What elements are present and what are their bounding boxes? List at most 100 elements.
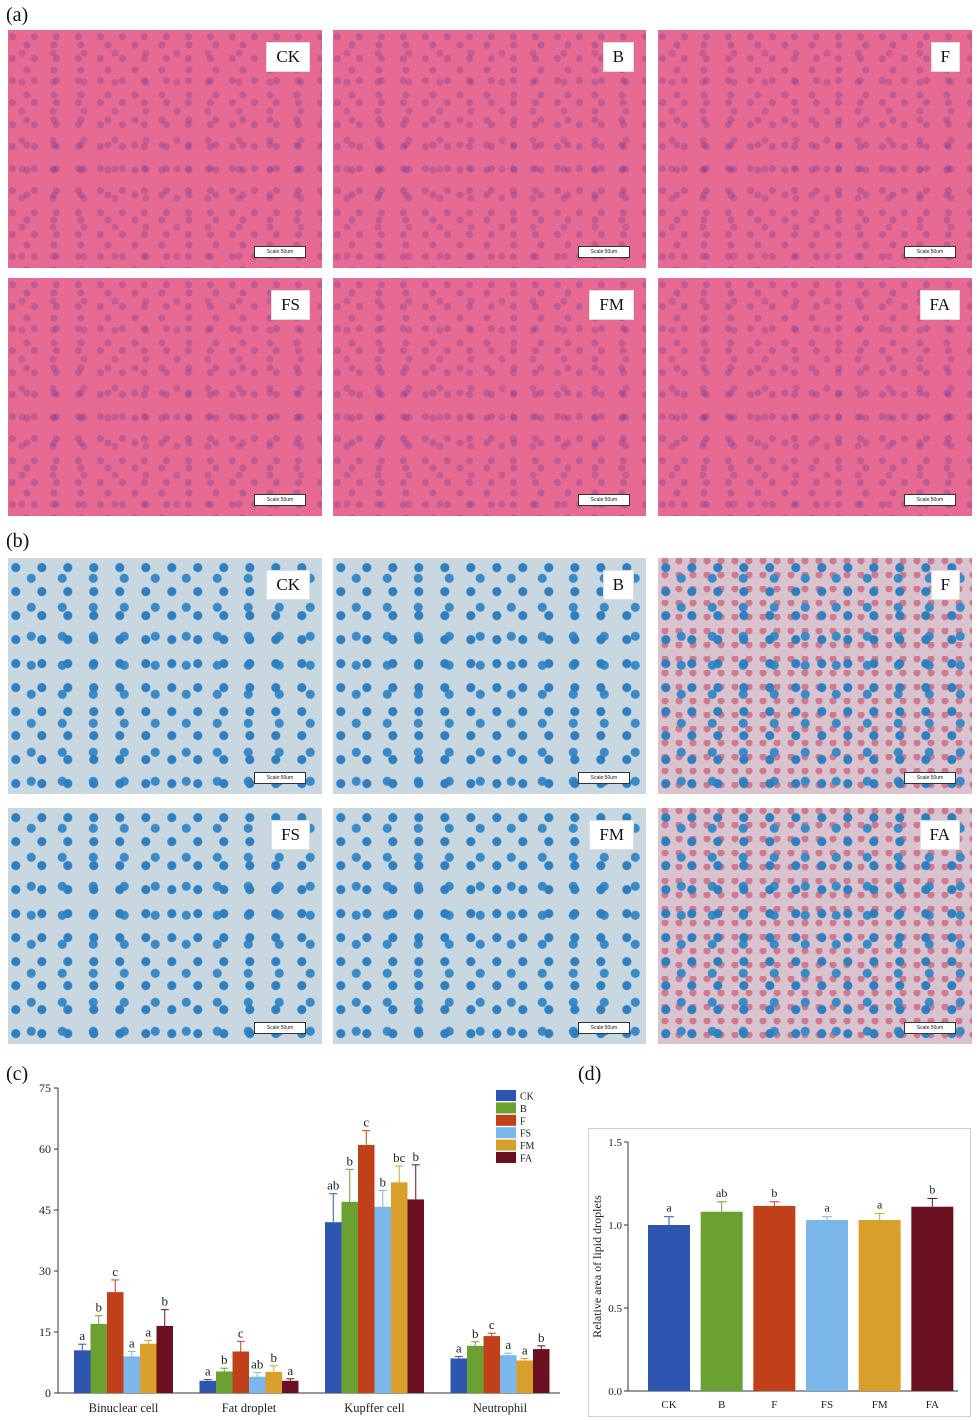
he-micrograph-fm: FM Scale:50um: [333, 278, 646, 516]
oro-micrograph-fs: FS Scale:50um: [8, 808, 322, 1044]
bar-f: [483, 1336, 500, 1393]
scale-bar: Scale:50um: [578, 1022, 630, 1034]
bar-b: [341, 1201, 358, 1393]
significance-letter: c: [238, 1325, 244, 1340]
y-tick-label: 45: [39, 1203, 51, 1217]
scale-bar: Scale:50um: [254, 772, 306, 784]
he-micrograph-f: F Scale:50um: [658, 30, 972, 268]
significance-letter: a: [824, 1201, 830, 1215]
bar-f: [358, 1144, 375, 1393]
chart-d-lipid-area: 0.0 0.5 1.0 1.5 Relative area of lipid dropl…: [588, 1128, 971, 1417]
y-axis-label: Relative area of lipid droplets: [590, 1195, 604, 1338]
bar-ck: [74, 1350, 91, 1393]
significance-letter: a: [666, 1201, 672, 1215]
significance-letter: a: [287, 1363, 293, 1378]
x-category-label: Binuclear cell: [89, 1401, 159, 1415]
y-tick-label: 15: [39, 1325, 51, 1339]
legend-label: FA: [520, 1154, 533, 1165]
bar-fm: [391, 1182, 408, 1393]
group-tag: B: [602, 42, 634, 72]
scale-bar: Scale:50um: [904, 246, 956, 258]
group-tag: CK: [266, 42, 310, 72]
group-tag: FS: [271, 290, 310, 320]
y-tick-label: 60: [39, 1142, 51, 1156]
oro-micrograph-fa: FA Scale:50um: [658, 808, 972, 1044]
y-tick-label: 1.0: [608, 1220, 622, 1232]
legend-label: CK: [520, 1092, 535, 1103]
panel-label-c: (c): [6, 1063, 29, 1085]
bar-fa: [282, 1380, 299, 1393]
group-tag: F: [930, 570, 960, 600]
significance-letter: bc: [393, 1150, 406, 1165]
legend-swatch-f: [496, 1114, 516, 1126]
bar-fm: [516, 1360, 533, 1393]
group-tag: B: [602, 570, 634, 600]
legend-label: FS: [520, 1129, 531, 1140]
significance-letter: a: [129, 1336, 135, 1351]
bar-ck: [648, 1225, 690, 1391]
group-tag: F: [930, 42, 960, 72]
bar-b: [90, 1323, 107, 1393]
group-tag: FA: [919, 290, 960, 320]
group-tag: FS: [271, 820, 310, 850]
oro-micrograph-f: F Scale:50um: [658, 558, 972, 794]
scale-bar: Scale:50um: [254, 246, 306, 258]
chart-d-frame: [588, 1128, 971, 1417]
bar-f: [232, 1351, 249, 1393]
x-category-label: FS: [821, 1399, 833, 1411]
he-micrograph-fs: FS Scale:50um: [8, 278, 322, 516]
group-tag: FM: [589, 290, 634, 320]
scale-bar: Scale:50um: [904, 772, 956, 784]
bar-fs: [249, 1376, 266, 1393]
oro-micrograph-b: B Scale:50um: [333, 558, 646, 794]
group-tag: FA: [919, 820, 960, 850]
bar-f: [753, 1205, 796, 1391]
y-tick-label: 30: [39, 1264, 51, 1278]
scale-bar: Scale:50um: [904, 494, 956, 506]
scale-bar: Scale:50um: [254, 1022, 306, 1034]
legend-label: B: [520, 1104, 527, 1115]
y-tick-label: 75: [39, 1081, 51, 1095]
bar-fs: [806, 1220, 848, 1391]
significance-letter: b: [162, 1294, 169, 1309]
scale-bar: Scale:50um: [578, 246, 630, 258]
significance-letter: a: [505, 1337, 511, 1352]
bar-fm: [140, 1343, 157, 1393]
bar-ck: [450, 1358, 467, 1393]
x-category-label: Neutrophil: [473, 1401, 528, 1415]
bar-fa: [156, 1325, 173, 1393]
x-category-label: Fat droplet: [222, 1401, 277, 1415]
bar-b: [700, 1211, 743, 1391]
x-category-label: FM: [872, 1399, 888, 1411]
significance-letter: a: [205, 1364, 211, 1379]
y-tick-label: 1.5: [608, 1137, 622, 1149]
significance-letter: a: [456, 1340, 462, 1355]
significance-letter: b: [538, 1330, 545, 1345]
x-category-label: Kupffer cell: [344, 1401, 405, 1415]
significance-letter: b: [771, 1186, 777, 1200]
bar-ck: [199, 1380, 216, 1393]
significance-letter: c: [112, 1264, 118, 1279]
significance-letter: a: [877, 1197, 883, 1211]
legend-swatch-fa: [496, 1152, 516, 1163]
significance-letter: ab: [716, 1186, 727, 1200]
x-category-label: B: [718, 1399, 725, 1411]
bar-b: [467, 1345, 484, 1393]
bar-ck: [325, 1222, 342, 1393]
x-category-label: CK: [661, 1399, 676, 1411]
significance-letter: ab: [251, 1357, 263, 1372]
legend-label: F: [520, 1116, 526, 1127]
significance-letter: b: [96, 1300, 103, 1315]
significance-letter: c: [363, 1115, 369, 1130]
y-tick-label: 0.5: [608, 1303, 622, 1315]
y-tick-label: 0.0: [608, 1386, 622, 1398]
panel-label-d: (d): [578, 1063, 602, 1085]
legend-swatch-fm: [496, 1139, 516, 1151]
group-tag: FM: [589, 820, 634, 850]
bar-fm: [265, 1371, 282, 1393]
oro-micrograph-ck: CK Scale:50um: [8, 558, 322, 794]
bar-b: [216, 1371, 233, 1393]
bar-fs: [500, 1355, 517, 1393]
significance-letter: b: [221, 1352, 228, 1367]
scale-bar: Scale:50um: [904, 1022, 956, 1034]
